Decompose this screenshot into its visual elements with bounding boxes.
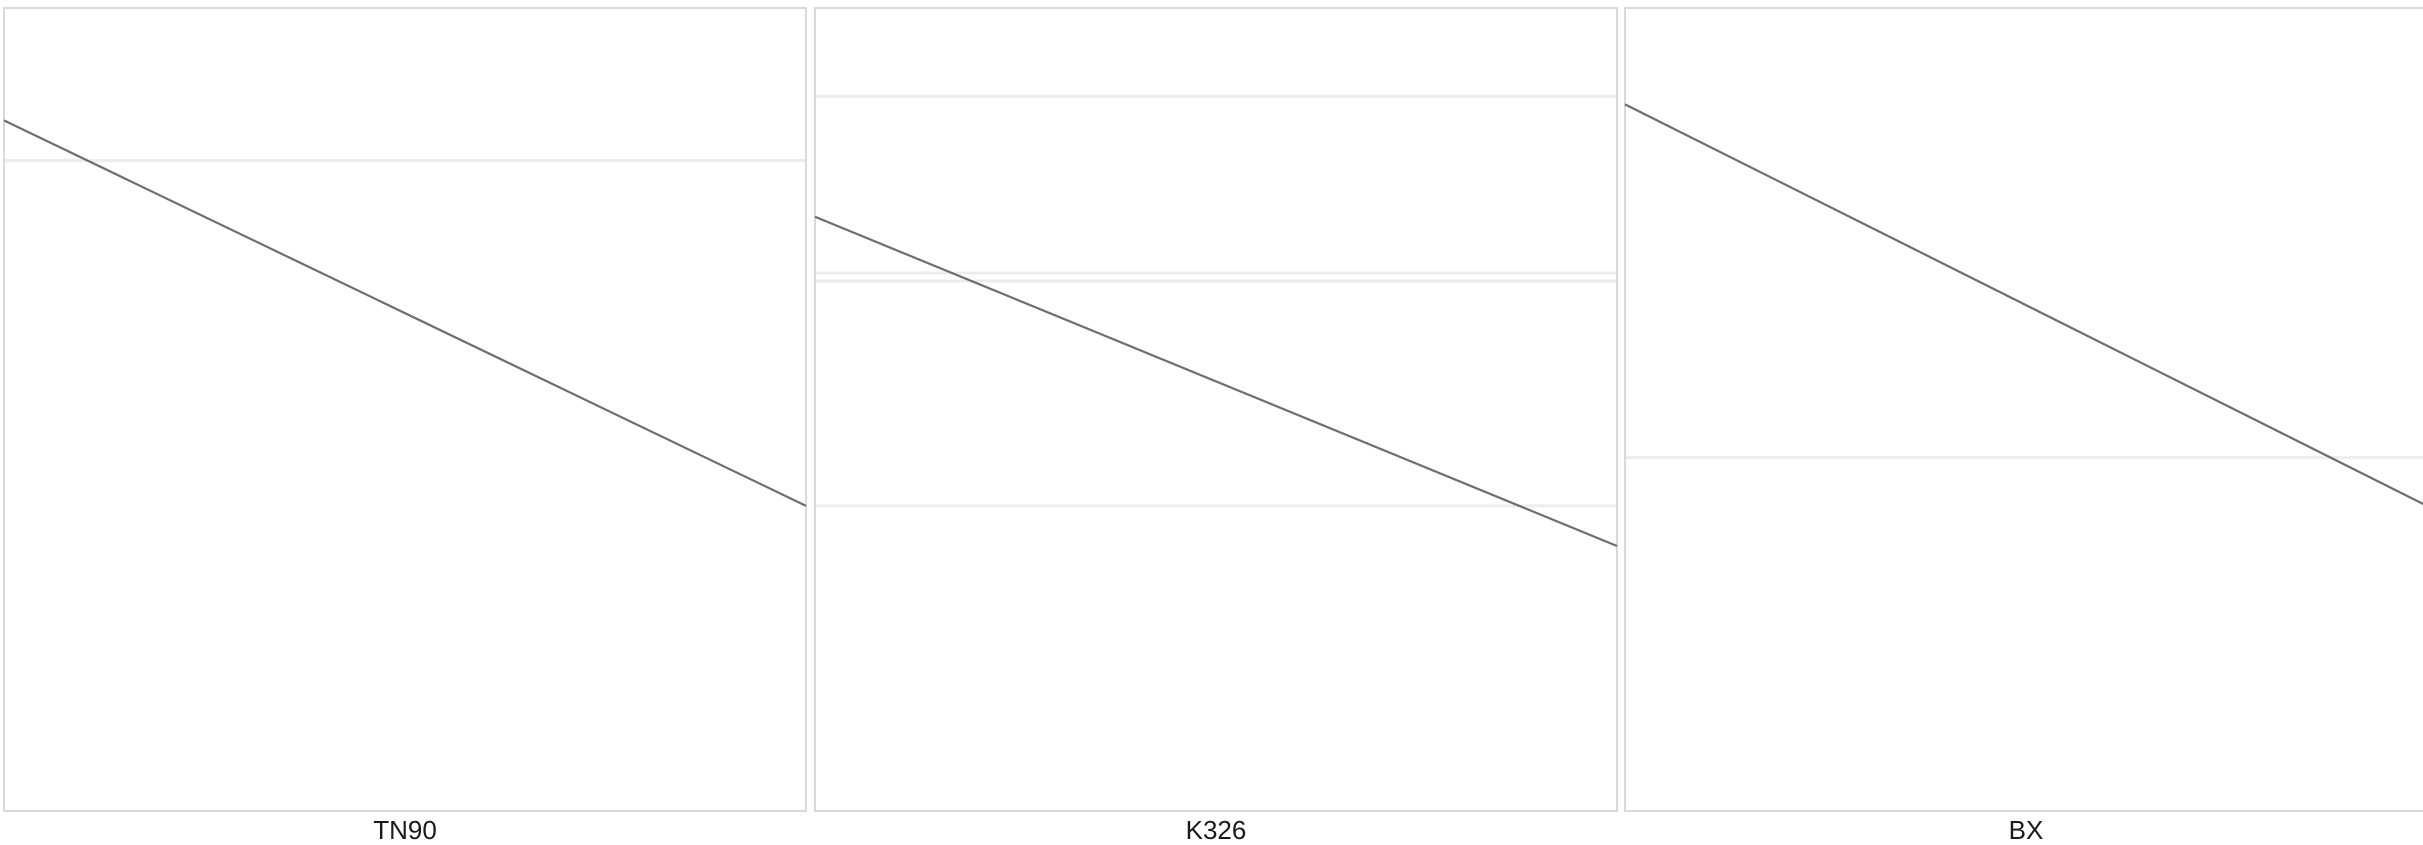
panel-frame — [814, 7, 1618, 812]
panel-frame — [1624, 7, 2423, 812]
facet-label: K326 — [1186, 815, 1247, 845]
series-line — [1624, 103, 2423, 506]
facet-panel-1: K326 — [814, 7, 1618, 845]
series-line — [3, 119, 807, 507]
facet-label: TN90 — [373, 815, 437, 845]
series-line — [814, 215, 1618, 548]
facet-label: BX — [2009, 815, 2044, 845]
facet-panel-0: TN90 — [3, 7, 807, 845]
facet-panel-2: BX — [1624, 7, 2423, 845]
panel-frame — [3, 7, 807, 812]
